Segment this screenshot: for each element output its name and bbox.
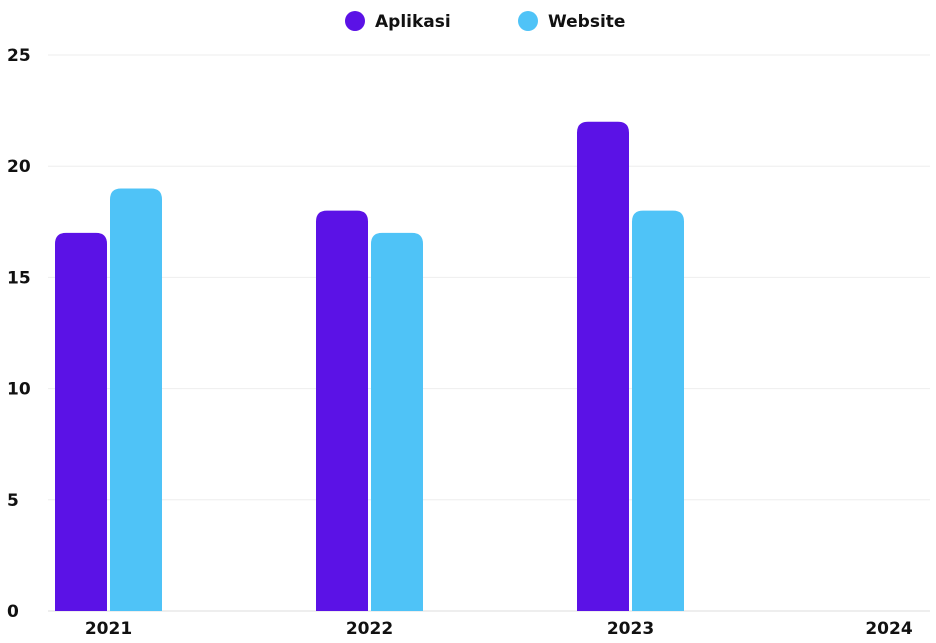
y-tick-label-15: 15: [7, 268, 31, 288]
bar-aplikasi-2021[interactable]: [55, 232, 107, 612]
legend-item-website[interactable]: Website: [518, 11, 625, 32]
grid-lines: [48, 54, 930, 612]
y-axis-ticks: 0 5 10 15 20 25: [7, 46, 31, 622]
bar-aplikasi-2023[interactable]: [577, 121, 629, 611]
y-tick-label-20: 20: [7, 157, 31, 177]
x-axis-ticks: 2021 2022 2023 2024: [85, 619, 913, 639]
legend-label-website: Website: [548, 12, 625, 32]
bar-website-2021[interactable]: [110, 188, 162, 611]
y-tick-label-0: 0: [7, 602, 19, 622]
bar-website-2022[interactable]: [371, 232, 423, 612]
legend-item-aplikasi[interactable]: Aplikasi: [345, 11, 451, 32]
x-tick-label-2022: 2022: [346, 619, 393, 639]
y-tick-label-5: 5: [7, 491, 19, 511]
y-tick-label-10: 10: [7, 380, 31, 400]
legend: Aplikasi Website: [345, 11, 625, 32]
x-tick-label-2021: 2021: [85, 619, 132, 639]
legend-swatch-website: [518, 11, 538, 31]
legend-label-aplikasi: Aplikasi: [375, 12, 451, 32]
bars: [55, 121, 684, 612]
legend-swatch-aplikasi: [345, 11, 365, 31]
y-tick-label-25: 25: [7, 46, 31, 66]
x-tick-label-2024: 2024: [865, 619, 912, 639]
x-tick-label-2023: 2023: [607, 619, 654, 639]
bar-website-2023[interactable]: [632, 210, 684, 611]
bar-aplikasi-2022[interactable]: [316, 210, 368, 611]
